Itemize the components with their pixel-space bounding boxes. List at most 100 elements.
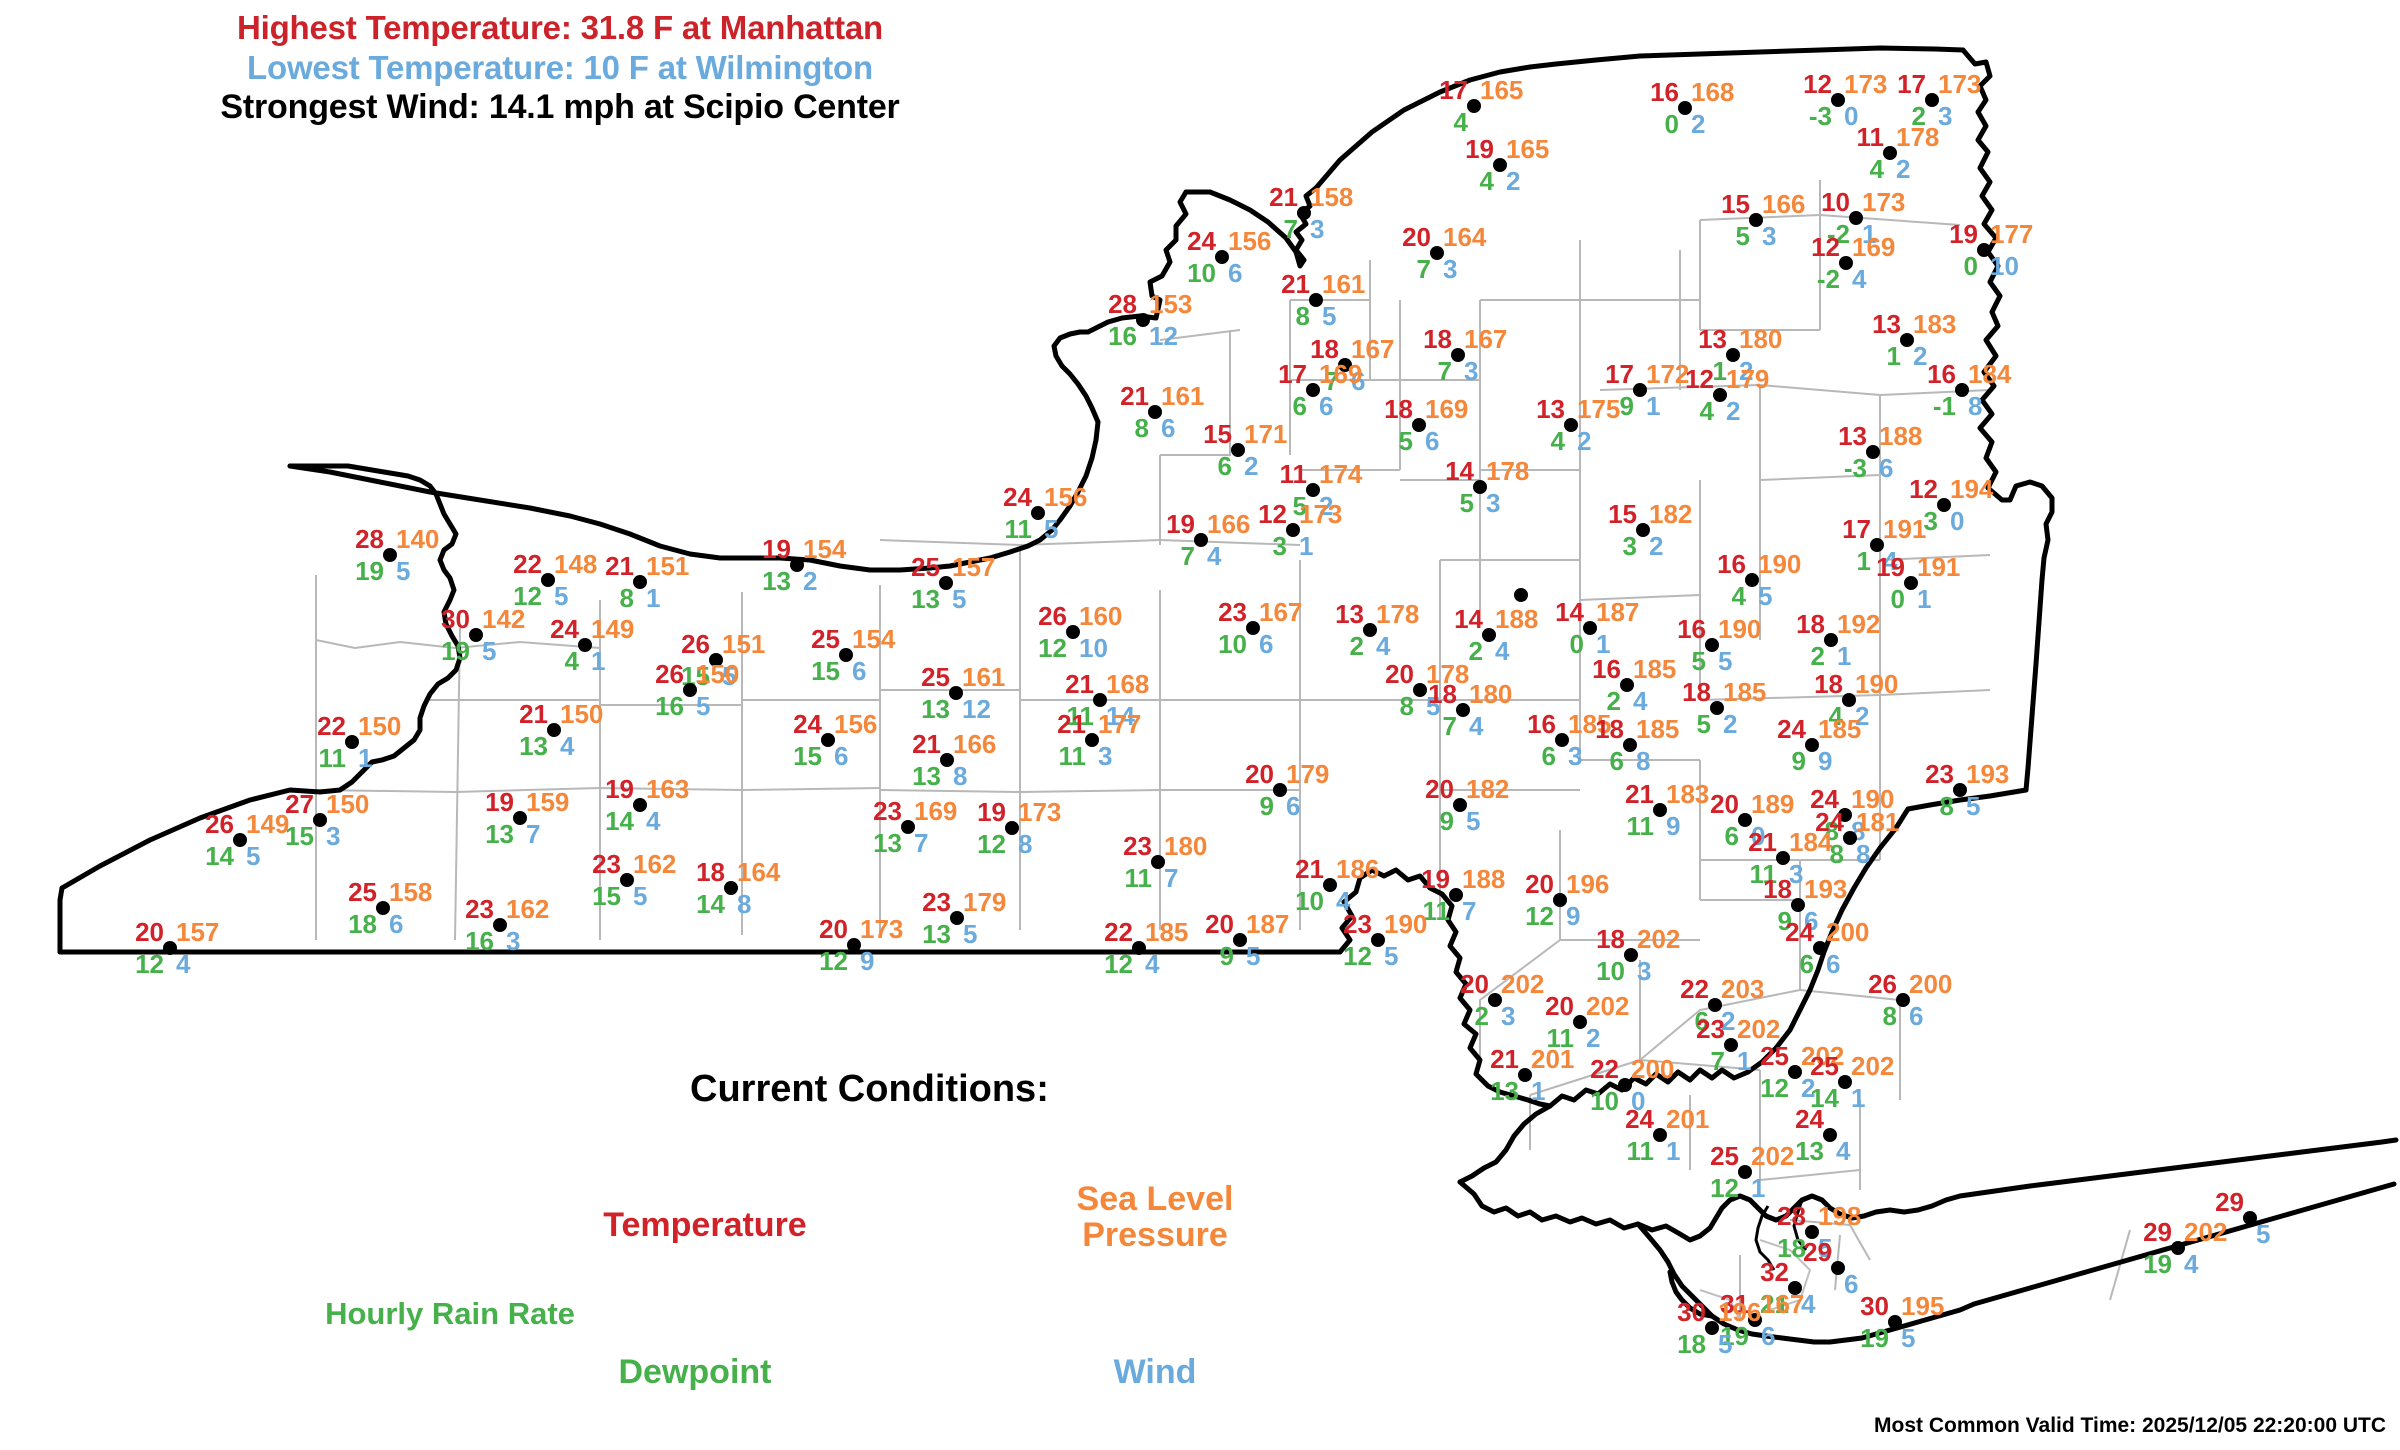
station-marker-dot bbox=[1413, 683, 1427, 697]
station-dewpoint-value: 7 bbox=[1180, 541, 1195, 571]
station-wind-value: 6 bbox=[852, 656, 867, 686]
station-pressure-value: 202 bbox=[1801, 1041, 1845, 1071]
station-pressure-value: 187 bbox=[1596, 597, 1640, 627]
station-wind-value: 2 bbox=[1723, 709, 1738, 739]
station-temperature-value: 17 bbox=[1278, 359, 1307, 389]
station-marker-dot bbox=[1705, 1321, 1719, 1335]
station-marker-dot bbox=[1653, 1128, 1667, 1142]
station-marker-dot bbox=[1371, 933, 1385, 947]
station-wind-value: 5 bbox=[1426, 691, 1441, 721]
station-marker-dot bbox=[2171, 1241, 2185, 1255]
station-pressure-value: 202 bbox=[1737, 1014, 1781, 1044]
station-wind-value: 1 bbox=[1596, 629, 1611, 659]
station-wind-value: 2 bbox=[1319, 491, 1334, 521]
station-wind-value: 7 bbox=[1164, 863, 1179, 893]
station-wind-value: 6 bbox=[1161, 413, 1176, 443]
station-temperature-value: 24 bbox=[1795, 1104, 1824, 1134]
station-marker-dot bbox=[1449, 888, 1463, 902]
station-wind-value: 4 bbox=[1207, 541, 1222, 571]
station-temperature-value: 26 bbox=[655, 659, 684, 689]
station-temperature-value: 18 bbox=[1763, 874, 1792, 904]
station-pressure-value: 185 bbox=[1818, 714, 1862, 744]
station-wind-value: 4 bbox=[176, 949, 191, 979]
station-temperature-value: 26 bbox=[681, 629, 710, 659]
station-pressure-value: 151 bbox=[646, 551, 690, 581]
station-temperature-value: 25 bbox=[1760, 1041, 1789, 1071]
station-pressure-value: 153 bbox=[1149, 289, 1193, 319]
station-temperature-value: 15 bbox=[1721, 189, 1750, 219]
station-pressure-value: 202 bbox=[1751, 1141, 1795, 1171]
station-temperature-value: 26 bbox=[205, 809, 234, 839]
station-wind-value: 5 bbox=[396, 556, 411, 586]
station-dewpoint-value: 12 bbox=[1525, 901, 1554, 931]
station-dewpoint-value: 1 bbox=[1712, 356, 1727, 386]
station-wind-value: 6 bbox=[1844, 1269, 1859, 1299]
station-marker-dot bbox=[1233, 933, 1247, 947]
station-marker-dot bbox=[1286, 523, 1300, 537]
station-marker-dot bbox=[1093, 693, 1107, 707]
station-temperature-value: 24 bbox=[1810, 784, 1839, 814]
station-marker-dot bbox=[1136, 313, 1150, 327]
station-temperature-value: 28 bbox=[1108, 289, 1137, 319]
station-marker-dot bbox=[790, 558, 804, 572]
state-border bbox=[57, 45, 2399, 1345]
station-pressure-value: 190 bbox=[1384, 909, 1428, 939]
station-marker-dot bbox=[1412, 418, 1426, 432]
station-pressure-value: 180 bbox=[1164, 831, 1208, 861]
station-marker-dot bbox=[1738, 813, 1752, 827]
station-dewpoint-value: 11 bbox=[1749, 859, 1778, 889]
station-marker-dot bbox=[1148, 405, 1162, 419]
station-dewpoint-value: 4 bbox=[1699, 396, 1714, 426]
station-wind-value: 3 bbox=[1501, 1001, 1516, 1031]
station-wind-value: 5 bbox=[696, 691, 711, 721]
station-wind-value: 4 bbox=[1376, 631, 1391, 661]
station-marker-dot bbox=[163, 941, 177, 955]
station-marker-dot bbox=[1132, 941, 1146, 955]
station-dewpoint-value: -3 bbox=[1843, 453, 1867, 483]
station-wind-value: 1 bbox=[1737, 1046, 1752, 1076]
station-marker-dot bbox=[1896, 993, 1910, 1007]
station-dewpoint-value: 2 bbox=[1911, 101, 1926, 131]
station-wind-value: 6 bbox=[1761, 1321, 1776, 1351]
station-dewpoint-value: 19 bbox=[355, 556, 384, 586]
station-marker-dot bbox=[1955, 383, 1969, 397]
station-dewpoint-value: 9 bbox=[1791, 746, 1806, 776]
station-marker-dot bbox=[1031, 506, 1045, 520]
station-pressure-value: 178 bbox=[1376, 599, 1420, 629]
station-pressure-value: 190 bbox=[1855, 669, 1899, 699]
station-pressure-value: 194 bbox=[1950, 474, 1994, 504]
station-pressure-value: 167 bbox=[1761, 1289, 1805, 1319]
station-wind-value: 0 bbox=[1950, 506, 1965, 536]
station-wind-value: 5 bbox=[1044, 514, 1059, 544]
station-wind-value: 6 bbox=[1804, 906, 1819, 936]
station-dewpoint-value: 2 bbox=[1349, 631, 1364, 661]
station-dewpoint-value: 4 bbox=[1479, 166, 1494, 196]
station-pressure-value: 190 bbox=[1851, 784, 1895, 814]
station-marker-dot bbox=[1488, 993, 1502, 1007]
station-temperature-value: 13 bbox=[1698, 324, 1727, 354]
station-pressure-value: 188 bbox=[1495, 604, 1539, 634]
station-pressure-value: 185 bbox=[1636, 714, 1680, 744]
station-wind-value: 5 bbox=[246, 841, 261, 871]
station-marker-dot bbox=[1900, 333, 1914, 347]
station-wind-value: 1 bbox=[1666, 1136, 1681, 1166]
station-temperature-value: 17 bbox=[1897, 69, 1926, 99]
station-temperature-value: 11 bbox=[1856, 122, 1885, 152]
station-wind-value: 3 bbox=[1310, 214, 1325, 244]
station-temperature-value: 19 bbox=[1949, 219, 1978, 249]
station-temperature-value: 14 bbox=[1454, 604, 1483, 634]
station-marker-dot bbox=[1678, 101, 1692, 115]
station-temperature-value: 19 bbox=[762, 534, 791, 564]
station-pressure-value: 165 bbox=[1480, 75, 1524, 105]
station-pressure-value: 191 bbox=[1883, 514, 1927, 544]
station-pressure-value: 180 bbox=[1739, 324, 1783, 354]
station-pressure-value: 183 bbox=[1666, 779, 1710, 809]
station-pressure-value: 188 bbox=[1462, 864, 1506, 894]
station-temperature-value: 25 bbox=[921, 662, 950, 692]
station-temperature-value: 19 bbox=[605, 774, 634, 804]
station-marker-dot bbox=[724, 881, 738, 895]
station-dewpoint-value: 3 bbox=[1272, 531, 1287, 561]
station-temperature-value: 17 bbox=[1842, 514, 1871, 544]
station-dewpoint-value: 1 bbox=[1886, 341, 1901, 371]
station-pressure-value: 173 bbox=[1938, 69, 1982, 99]
